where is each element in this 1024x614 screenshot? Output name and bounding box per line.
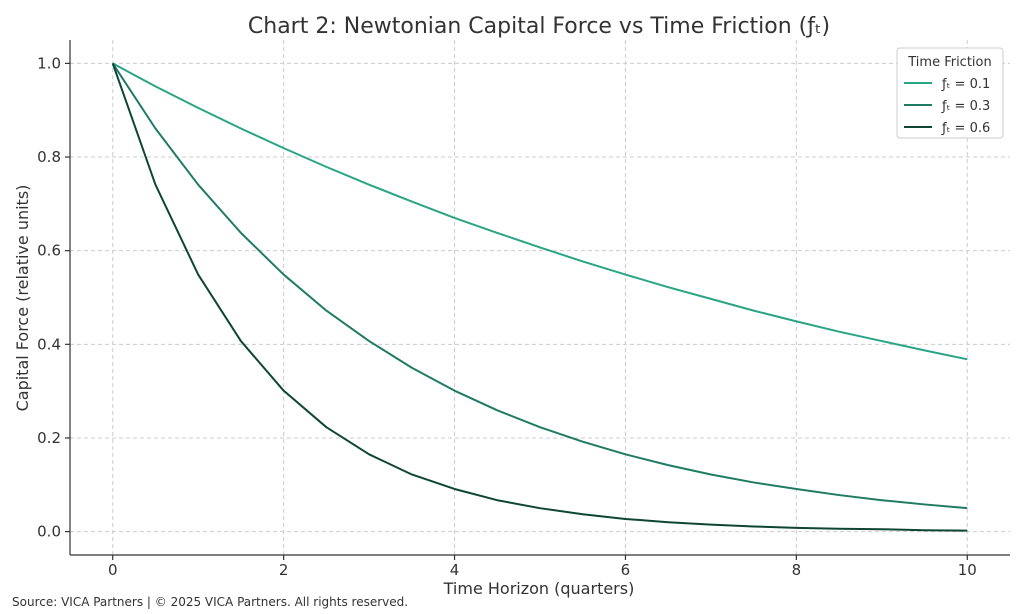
y-tick-label: 0.6 <box>37 242 61 260</box>
legend-label-3: ƒₜ = 0.6 <box>941 121 990 136</box>
x-tick-label: 8 <box>792 561 802 579</box>
y-tick-label: 0.4 <box>37 335 61 353</box>
y-tick-label: 0.2 <box>37 429 61 447</box>
x-tick-label: 10 <box>958 561 977 579</box>
series-line-1 <box>112 62 968 361</box>
legend-label-2: ƒₜ = 0.3 <box>941 99 990 114</box>
x-tick-label: 2 <box>279 561 289 579</box>
y-tick-label: 1.0 <box>37 54 61 72</box>
y-axis-label: Capital Force (relative units) <box>13 185 32 412</box>
grid <box>70 40 1010 555</box>
legend-items: ƒₜ = 0.1 ƒₜ = 0.3 ƒₜ = 0.6 <box>904 77 990 136</box>
ticks: 0 2 4 6 8 10 0.0 0.2 0.4 0.6 0.8 1.0 <box>37 54 977 579</box>
source-note: Source: VICA Partners | © 2025 VICA Part… <box>12 595 409 609</box>
series-line-2 <box>111 62 968 510</box>
legend-label-1: ƒₜ = 0.1 <box>941 77 990 92</box>
series-line-3 <box>111 63 968 532</box>
legend-title: Time Friction <box>907 55 991 70</box>
y-tick-label: 0.8 <box>37 148 61 166</box>
axes <box>69 40 1010 556</box>
chart-title: Chart 2: Newtonian Capital Force vs Time… <box>248 14 830 39</box>
x-tick-label: 0 <box>108 561 118 579</box>
series-lines <box>111 62 968 532</box>
legend: Time Friction ƒₜ = 0.1 ƒₜ = 0.3 ƒₜ = 0.6 <box>896 47 1004 139</box>
y-tick-label: 0.0 <box>37 523 61 541</box>
x-tick-label: 4 <box>450 561 460 579</box>
x-axis-label: Time Horizon (quarters) <box>443 579 635 598</box>
x-tick-label: 6 <box>621 561 631 579</box>
legend-box <box>896 47 1004 139</box>
